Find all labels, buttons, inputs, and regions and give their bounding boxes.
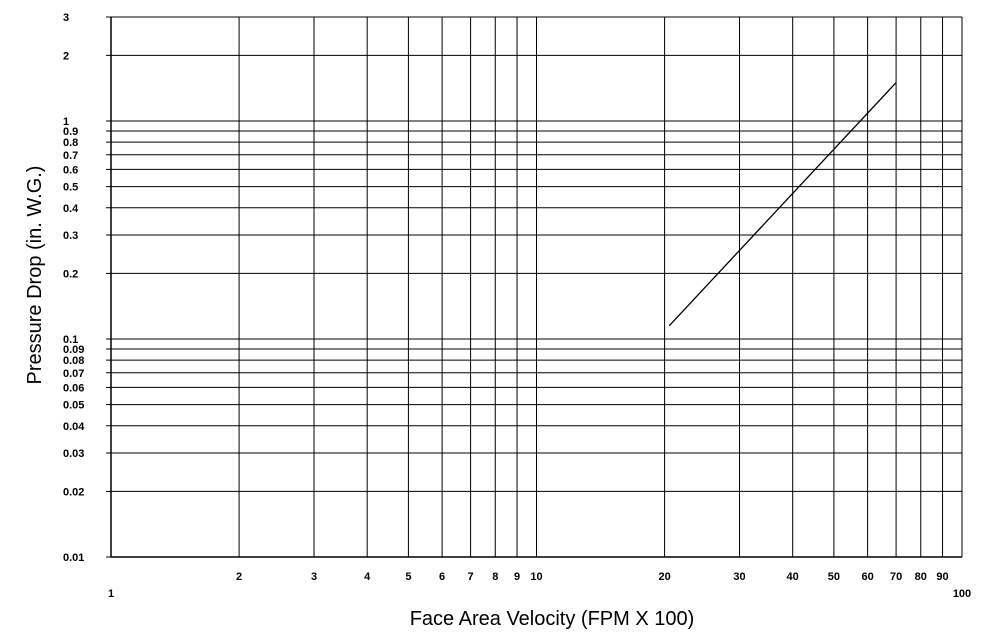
series: [668, 82, 897, 327]
y-tick-label: 0.07: [63, 368, 84, 380]
y-tick-label: 0.01: [63, 552, 84, 564]
grid: [106, 16, 963, 558]
x-tick-label: 2: [236, 571, 242, 583]
x-tick-label: 10: [530, 571, 542, 583]
x-tick-label: 60: [861, 571, 873, 583]
y-tick-label: 0.09: [63, 344, 84, 356]
x-tick-label: 70: [890, 571, 902, 583]
y-axis-title: Pressure Drop (in. W.G.): [24, 166, 46, 385]
x-tick-label: 100: [953, 588, 971, 600]
y-tick-label: 0.9: [63, 126, 78, 138]
y-tick-label: 0.8: [63, 137, 78, 149]
y-tick-label: 0.6: [63, 164, 78, 176]
x-tick-label: 50: [828, 571, 840, 583]
y-tick-label: 0.1: [63, 334, 78, 346]
y-tick-label: 3: [63, 12, 69, 24]
x-tick-label: 4: [364, 571, 371, 583]
y-tick-label: 0.03: [63, 448, 84, 460]
x-tick-label: 9: [514, 571, 520, 583]
x-tick-label: 6: [439, 571, 445, 583]
y-tick-label: 0.04: [63, 421, 85, 433]
x-tick-label: 90: [936, 571, 948, 583]
y-tick-label: 0.4: [63, 203, 79, 215]
y-tick-label: 0.08: [63, 355, 84, 367]
x-tick-label: 80: [915, 571, 927, 583]
x-tick-label: 3: [311, 571, 317, 583]
y-tick-label: 0.7: [63, 150, 78, 162]
x-tick-label: 7: [468, 571, 474, 583]
y-tick-label: 0.5: [63, 182, 78, 194]
y-tick-label: 0.3: [63, 230, 78, 242]
x-tick-label: 8: [492, 571, 498, 583]
y-tick-label: 0.02: [63, 486, 84, 498]
tick-labels: 1 2 3 4 5 6 7 8 9 10 20 30 40 50 60 70 80 90 100 0.01 0.02 0.…: [63, 12, 971, 600]
y-tick-label: 0.06: [63, 382, 84, 394]
x-tick-label: 20: [658, 571, 670, 583]
y-tick-label: 0.05: [63, 400, 84, 412]
x-tick-label: 1: [108, 588, 114, 600]
series-line: [668, 82, 897, 327]
y-tick-label: 2: [63, 50, 69, 62]
x-tick-label: 30: [733, 571, 745, 583]
x-axis-title: Face Area Velocity (FPM X 100): [410, 608, 695, 630]
x-tick-label: 5: [405, 571, 411, 583]
y-tick-label: 0.2: [63, 268, 78, 280]
y-tick-label: 1: [63, 116, 69, 128]
x-tick-label: 40: [787, 571, 799, 583]
